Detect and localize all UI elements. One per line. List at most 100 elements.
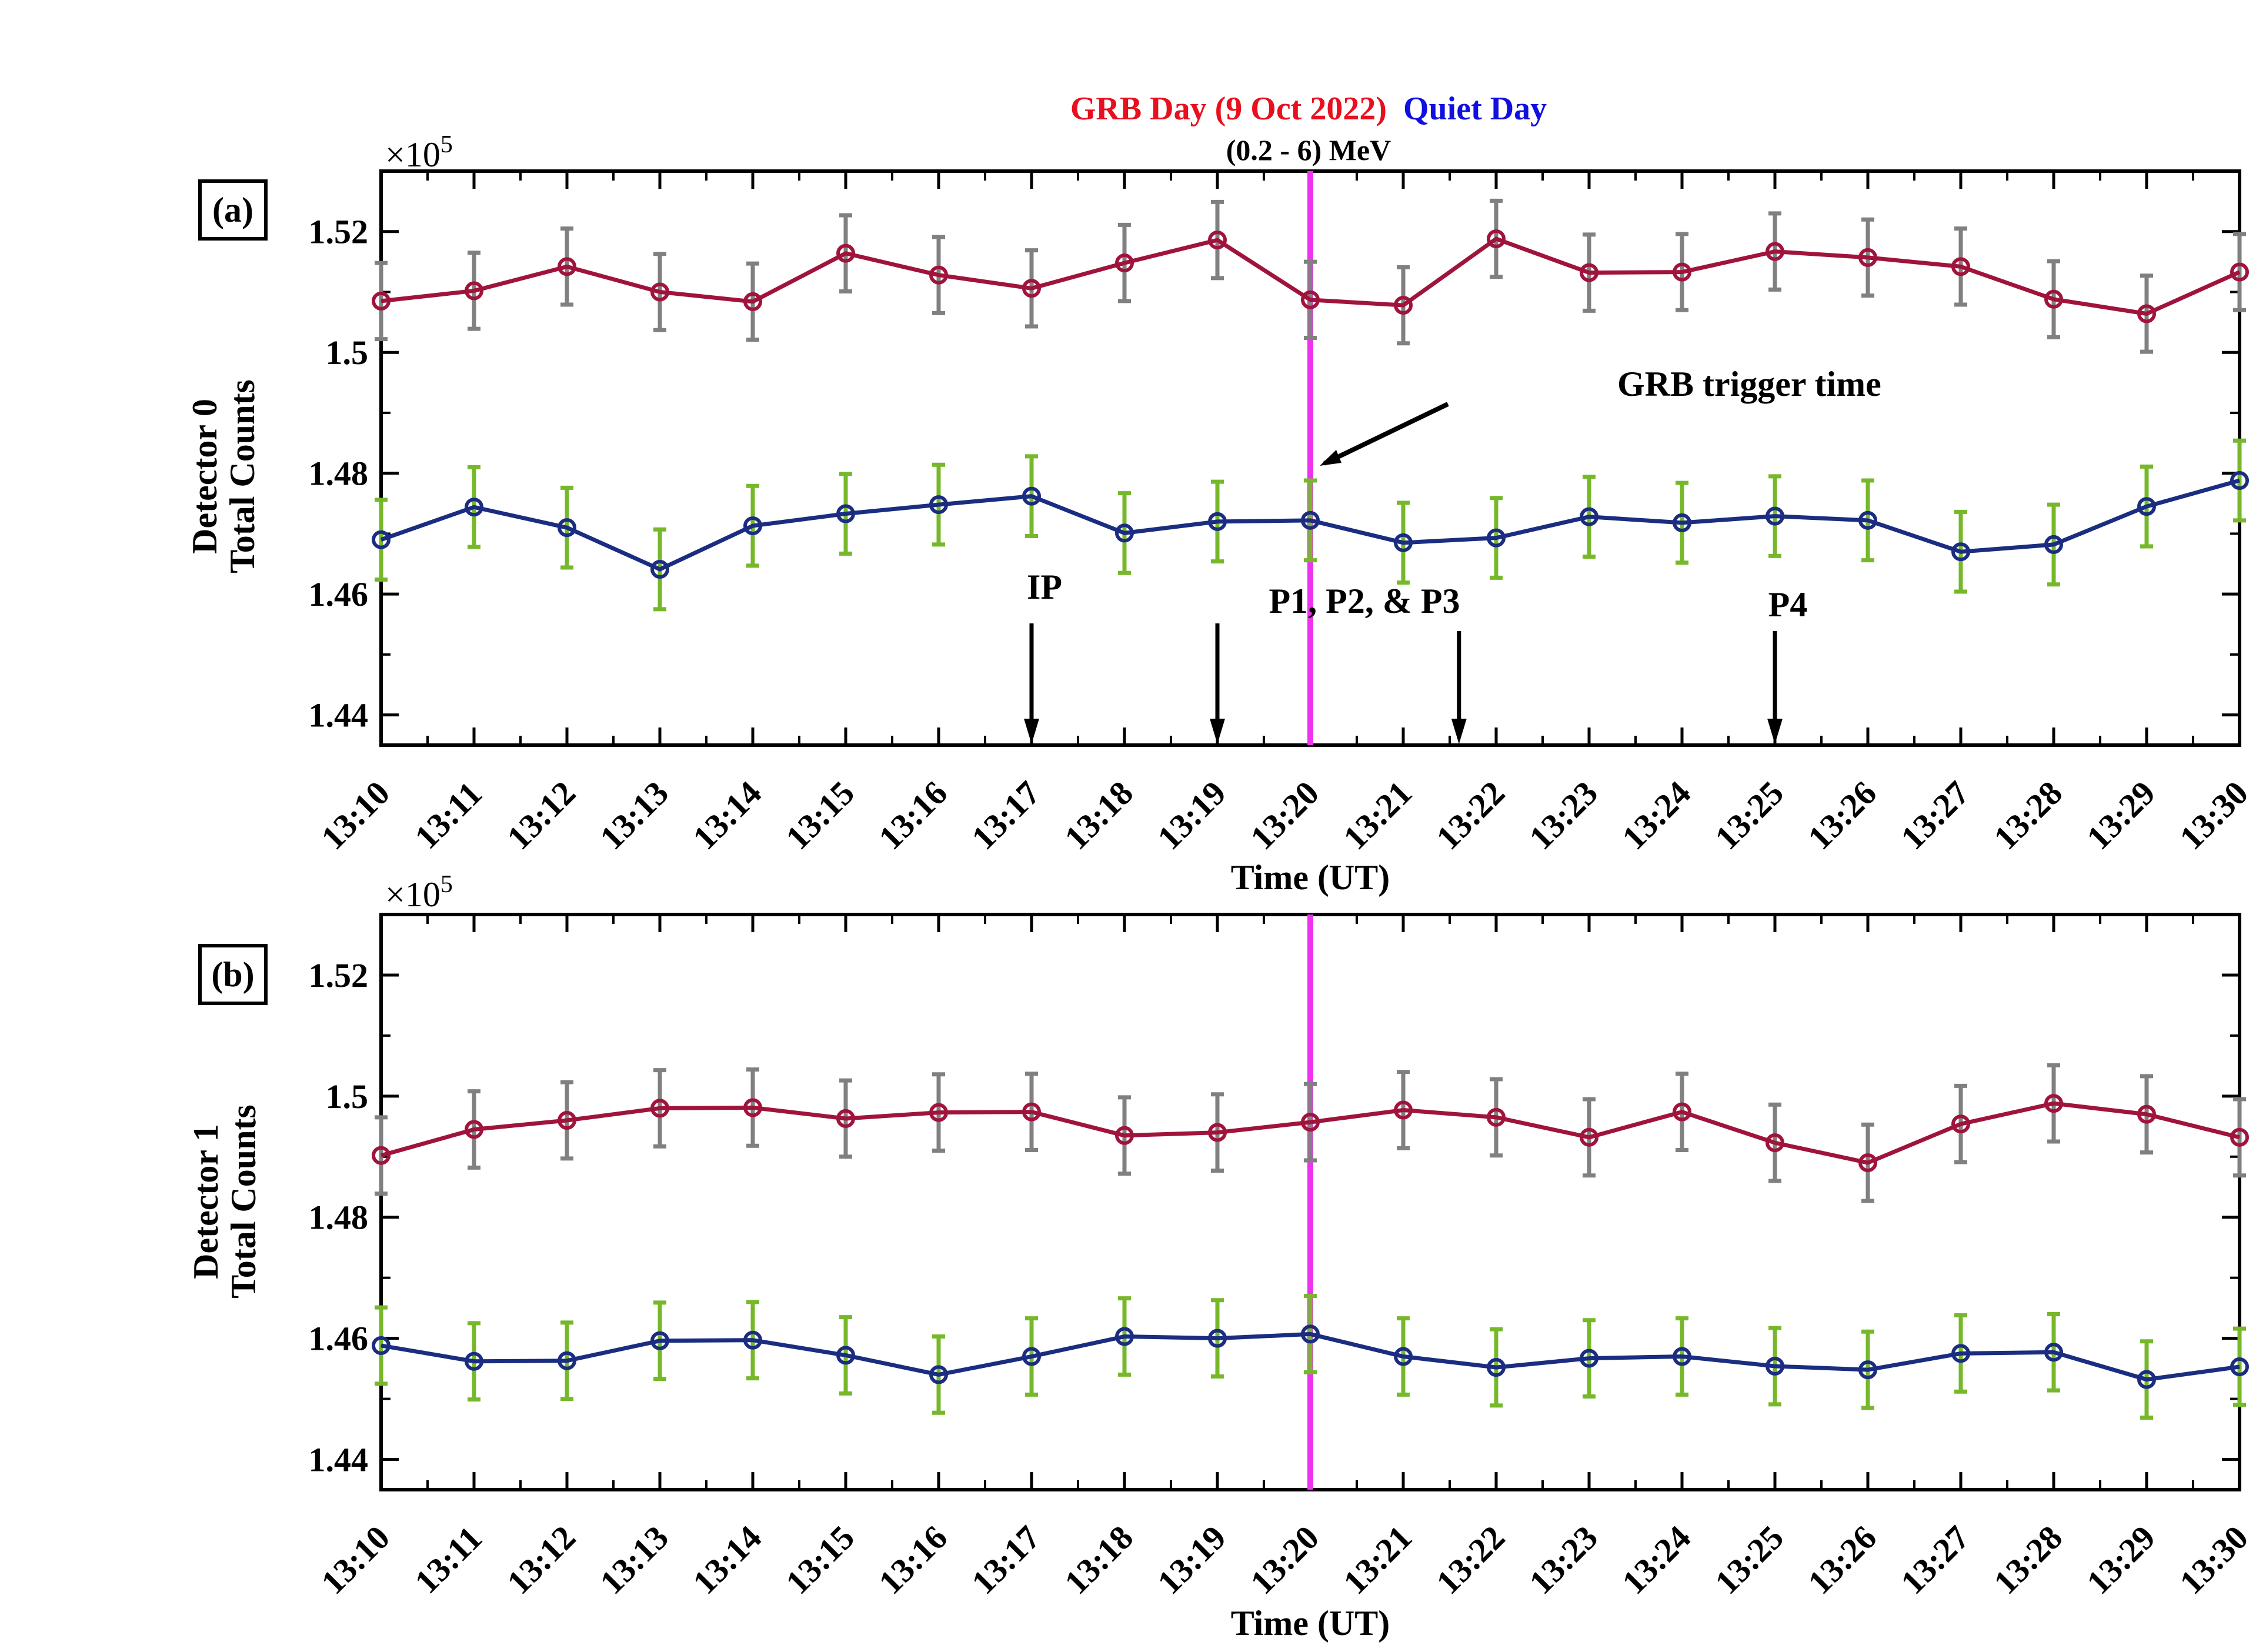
x-tick-label: 13:18: [1057, 773, 1140, 857]
data-point: [1766, 1133, 1784, 1153]
x-tick-label: 13:11: [408, 1519, 489, 1601]
y-tick-label: 1.46: [309, 1320, 369, 1358]
x-tick-label: 13:22: [1429, 773, 1512, 857]
data-point: [1858, 248, 1877, 267]
data-point: [1580, 507, 1598, 526]
data-point: [465, 281, 483, 301]
x-tick-label: 13:17: [964, 1518, 1047, 1601]
data-point: [1951, 1344, 1970, 1363]
data-point: [1673, 1102, 1691, 1122]
x-tick-label: 13:14: [685, 1518, 769, 1601]
data-point: [1951, 542, 1970, 562]
data-point: [1301, 1324, 1320, 1344]
panel-a-plot: [372, 171, 2249, 745]
data-point: [1858, 1360, 1877, 1380]
data-point: [2044, 535, 2063, 554]
data-point: [650, 1099, 669, 1118]
x-tick-label: 13:12: [499, 773, 583, 857]
data-point: [2230, 471, 2249, 490]
panel-a-xlabel: Time (UT): [1231, 858, 1390, 897]
data-point: [1766, 1356, 1784, 1376]
data-point: [650, 560, 669, 579]
data-point: [1022, 486, 1041, 506]
x-tick-label: 13:18: [1057, 1518, 1140, 1601]
x-tick-label: 13:16: [871, 1518, 955, 1601]
data-point: [1115, 1327, 1134, 1346]
series-line: [381, 1331, 2240, 1382]
panel-a-tag-box: [198, 179, 268, 241]
data-point: [1208, 1123, 1227, 1142]
data-point: [929, 1103, 948, 1122]
data-point: [1301, 510, 1320, 530]
data-point: [1115, 253, 1134, 273]
data-point: [1580, 1349, 1598, 1368]
phase-arrow-head: [1451, 719, 1467, 744]
data-point: [1766, 506, 1784, 526]
data-point: [929, 1365, 948, 1384]
data-point: [1951, 257, 1970, 276]
data-point: [2137, 304, 2156, 323]
x-tick-label: 13:21: [1336, 1518, 1419, 1601]
data-point: [465, 1351, 483, 1371]
data-point: [2230, 1357, 2249, 1377]
data-point: [2230, 262, 2249, 282]
x-tick-label: 13:30: [2172, 773, 2255, 857]
data-point: [1766, 242, 1784, 261]
x-tick-label: 13:29: [2079, 773, 2162, 857]
x-tick-label: 13:28: [1986, 1518, 2070, 1601]
x-tick-label: 13:23: [1521, 1518, 1605, 1601]
panel-a: ×105 (a) Detector 0 Total Counts Time (U…: [185, 131, 2255, 897]
y-tick-label: 1.52: [309, 213, 369, 251]
x-tick-label: 13:12: [499, 1518, 583, 1601]
data-point: [2044, 289, 2063, 309]
data-point: [558, 518, 576, 538]
data-point: [743, 1098, 762, 1117]
panel-a-ylabel-line2: Total Counts: [223, 379, 262, 573]
x-tick-label: 13:30: [2172, 1518, 2255, 1601]
phase-arrow-head: [1210, 719, 1225, 744]
x-tick-label: 13:28: [1986, 773, 2070, 857]
data-point: [1858, 1153, 1877, 1173]
data-point: [1487, 528, 1506, 548]
data-point: [2230, 1127, 2249, 1147]
x-tick-label: 13:19: [1150, 773, 1233, 857]
y-tick-label: 1.44: [309, 696, 369, 735]
panel-a-ylabel-line1: Detector 0: [185, 399, 224, 554]
y-tick-label: 1.44: [309, 1441, 369, 1479]
panel-b-xlabel: Time (UT): [1231, 1604, 1390, 1643]
data-point: [1301, 290, 1320, 309]
data-point: [558, 1351, 576, 1370]
data-point: [2137, 497, 2156, 516]
panel-b-ylabel-line2: Total Counts: [224, 1104, 263, 1299]
title-quiet-day: Quiet Day: [1403, 91, 1547, 127]
data-point: [465, 498, 483, 517]
x-tick-label: 13:24: [1614, 773, 1698, 857]
data-point: [1208, 512, 1227, 531]
data-point: [1673, 513, 1691, 532]
y-tick-label: 1.5: [326, 333, 369, 372]
data-point: [1022, 1102, 1041, 1122]
data-point: [1394, 1100, 1413, 1120]
data-point: [558, 257, 576, 276]
data-point: [372, 291, 391, 311]
phase-arrows: [1024, 623, 1783, 744]
panel-b: ×105 (b) Detector 1 Total Counts Time (U…: [186, 871, 2255, 1643]
grb-trigger-arrow-head: [1320, 450, 1341, 466]
grb-trigger-arrow-line: [1323, 402, 1449, 466]
panel-b-plot: [372, 915, 2249, 1490]
panel-b-tag: (b): [211, 955, 254, 994]
series-line: [381, 236, 2241, 316]
data-point: [2044, 1094, 2063, 1113]
phase-arrow-head: [1024, 719, 1039, 744]
data-point: [372, 1146, 391, 1165]
data-point: [1022, 279, 1041, 298]
x-tick-label: 13:23: [1521, 773, 1605, 857]
series-line: [380, 478, 2240, 572]
x-tick-label: 13:27: [1893, 773, 1977, 857]
data-point: [1022, 1347, 1041, 1366]
data-point: [372, 530, 391, 549]
data-point: [1673, 262, 1691, 282]
x-tick-label: 13:17: [964, 773, 1047, 857]
data-point: [1115, 523, 1134, 543]
